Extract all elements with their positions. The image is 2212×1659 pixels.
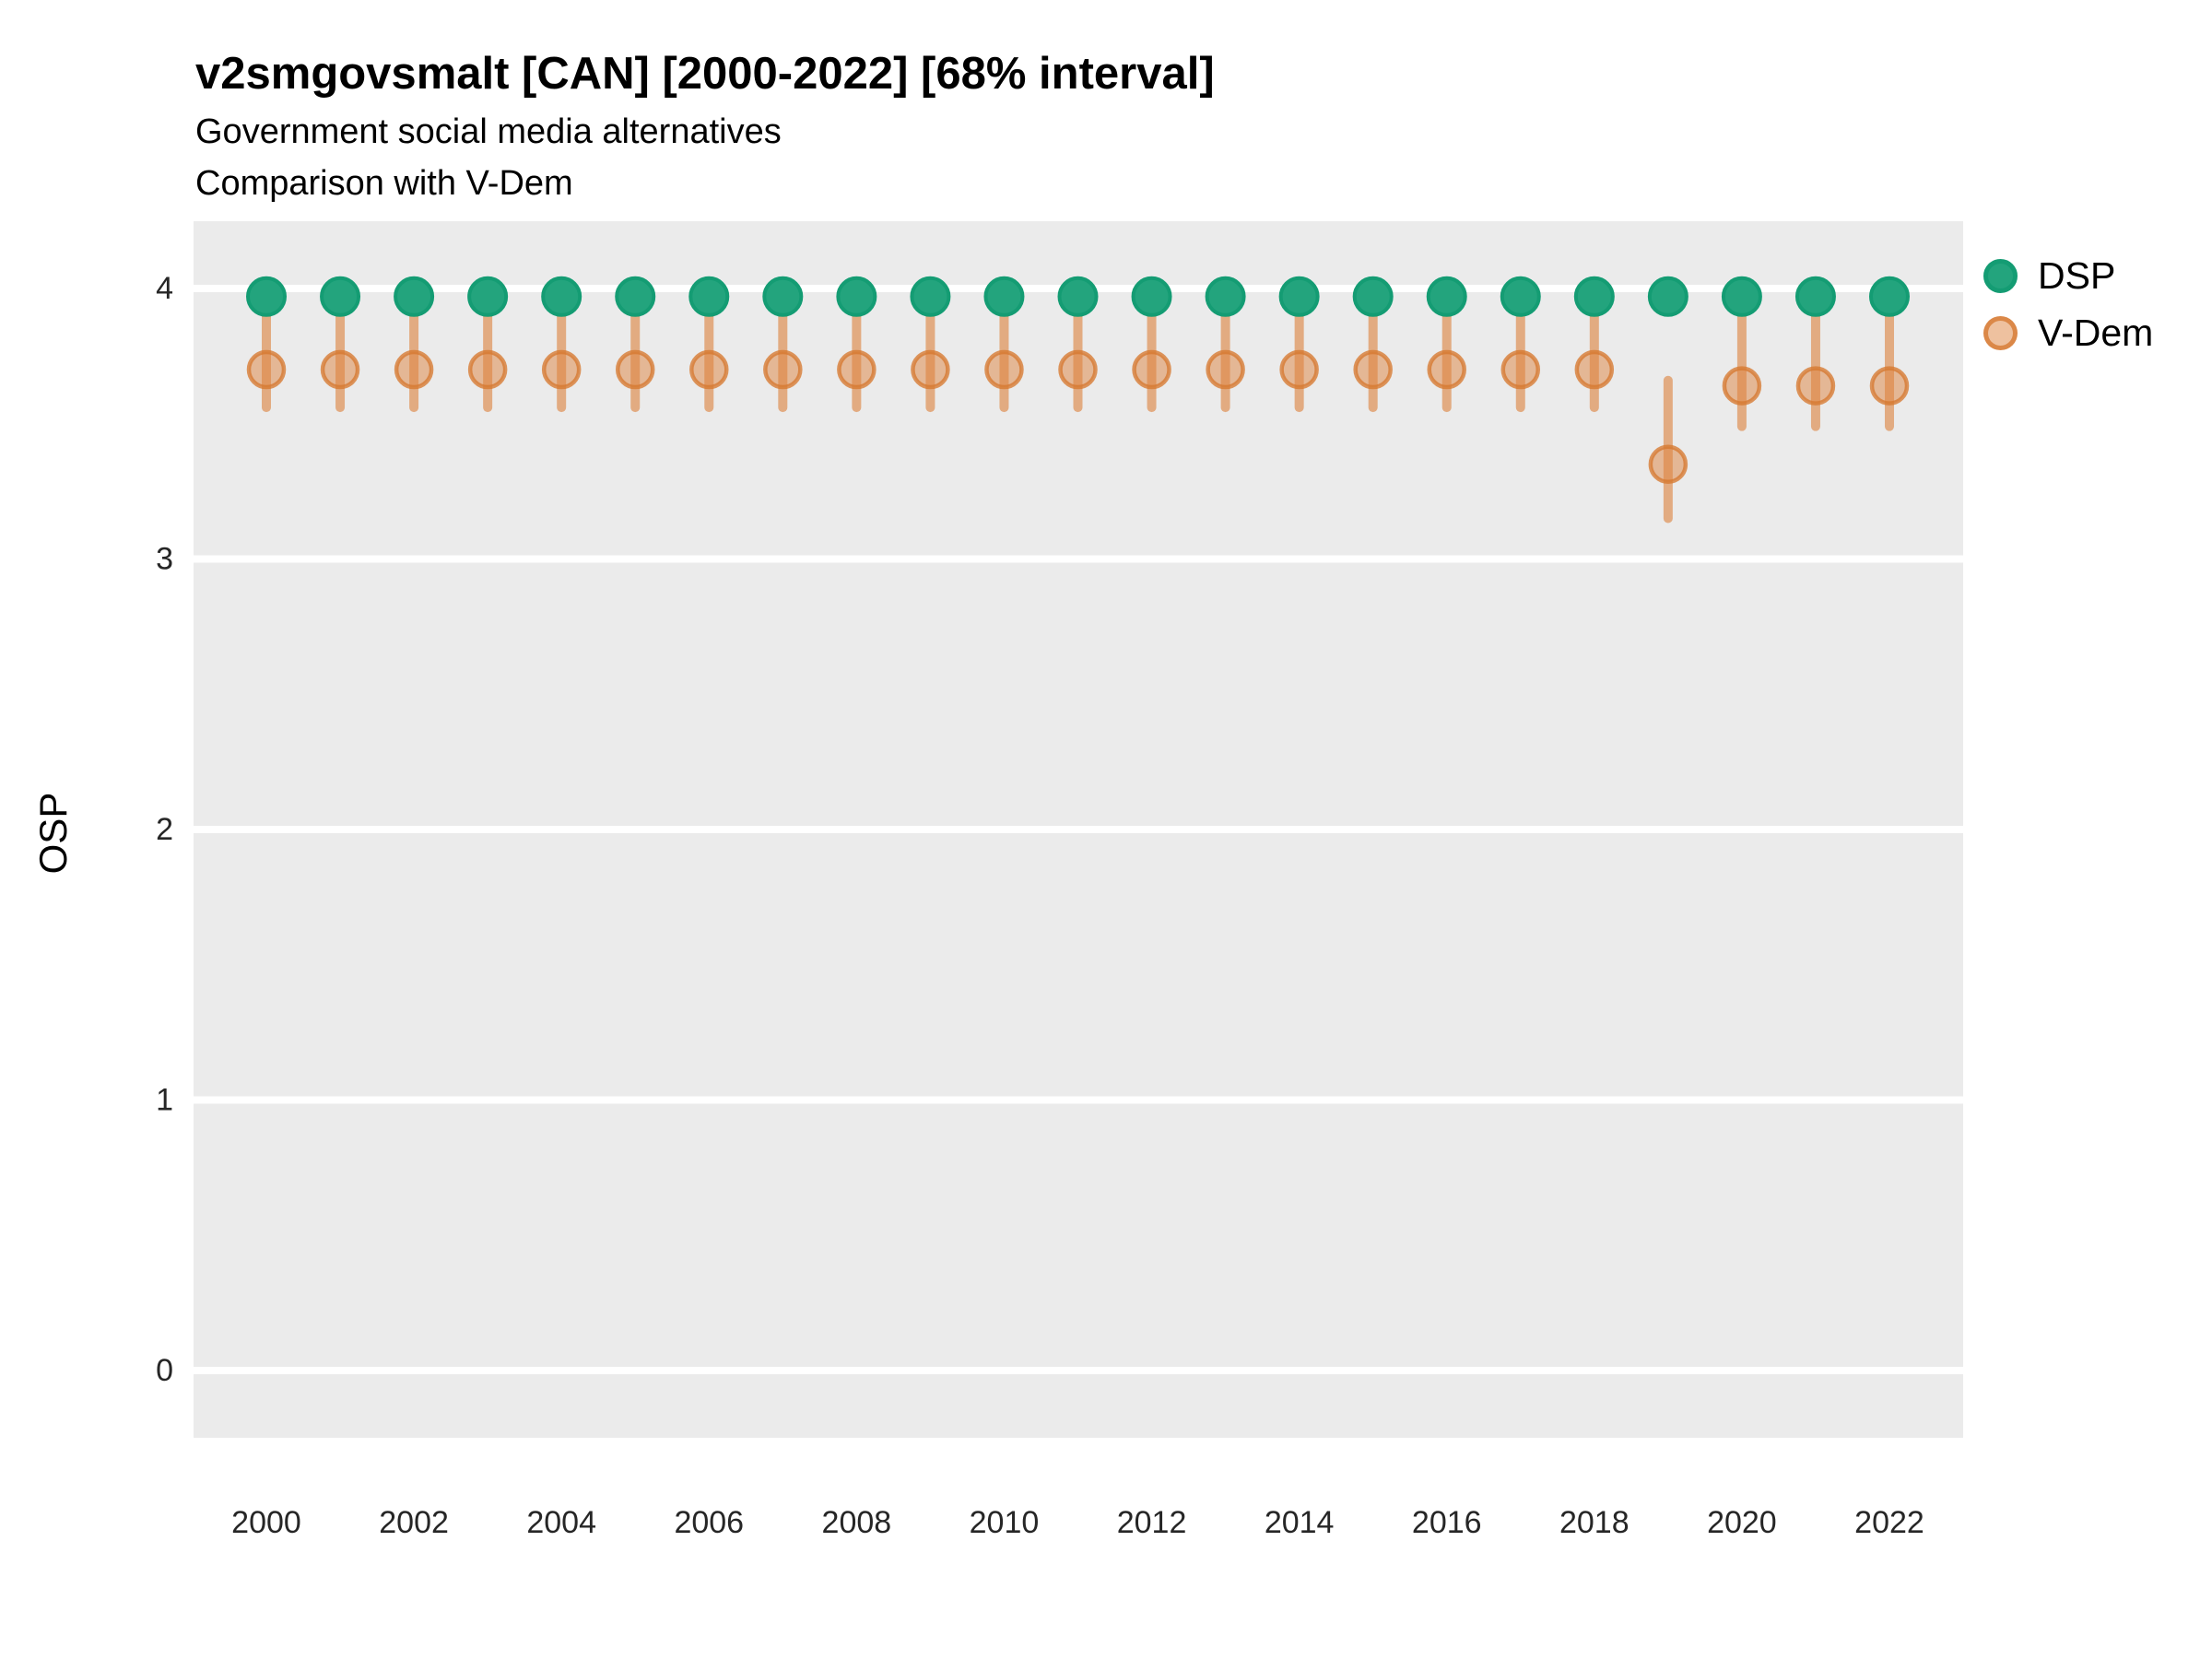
vdem-point bbox=[246, 349, 287, 390]
vdem-point bbox=[1722, 366, 1762, 406]
dsp-point bbox=[762, 276, 804, 317]
x-tick-label: 2022 bbox=[1854, 1505, 1924, 1540]
dsp-point bbox=[615, 276, 656, 317]
y-tick-label: 2 bbox=[156, 812, 173, 847]
dsp-point bbox=[1647, 276, 1688, 317]
chart-subtitle: Government social media alternatives bbox=[195, 112, 782, 151]
dsp-point bbox=[1131, 276, 1172, 317]
x-tick-label: 2006 bbox=[674, 1505, 744, 1540]
dsp-point bbox=[1794, 276, 1836, 317]
dsp-point bbox=[246, 276, 287, 317]
y-tick-label: 4 bbox=[156, 271, 173, 306]
x-tick-label: 2018 bbox=[1559, 1505, 1630, 1540]
dsp-point bbox=[1426, 276, 1467, 317]
x-tick-label: 2020 bbox=[1707, 1505, 1777, 1540]
dsp-point bbox=[394, 276, 435, 317]
vdem-point bbox=[984, 349, 1024, 390]
vdem-point bbox=[1427, 349, 1466, 390]
dsp-point bbox=[983, 276, 1025, 317]
x-tick-label: 2014 bbox=[1265, 1505, 1335, 1540]
vdem-point bbox=[837, 349, 877, 390]
dsp-point bbox=[836, 276, 877, 317]
vdem-point bbox=[1132, 349, 1171, 390]
dsp-point bbox=[1500, 276, 1541, 317]
vdem-point bbox=[1795, 366, 1836, 406]
dsp-point bbox=[1352, 276, 1394, 317]
vdem-point bbox=[1353, 349, 1393, 390]
dsp-point bbox=[1573, 276, 1615, 317]
x-tick-label: 2008 bbox=[822, 1505, 892, 1540]
x-tick-label: 2016 bbox=[1412, 1505, 1482, 1540]
x-tick-label: 2010 bbox=[970, 1505, 1040, 1540]
dsp-point bbox=[320, 276, 361, 317]
vdem-point bbox=[394, 349, 434, 390]
gridline bbox=[194, 1096, 1963, 1104]
legend-label-dsp: DSP bbox=[2038, 253, 2116, 297]
legend-item-vdem: V-Dem bbox=[1983, 304, 2153, 361]
x-tick-label: 2002 bbox=[379, 1505, 449, 1540]
chart-subtitle-2: Comparison with V-Dem bbox=[195, 164, 573, 203]
dsp-legend-dot-icon bbox=[1983, 258, 2018, 293]
dsp-point bbox=[1205, 276, 1246, 317]
vdem-point bbox=[1058, 349, 1098, 390]
vdem-point bbox=[1500, 349, 1541, 390]
x-tick-label: 2012 bbox=[1117, 1505, 1187, 1540]
gridline bbox=[194, 826, 1963, 833]
dsp-point bbox=[467, 276, 509, 317]
dsp-point bbox=[688, 276, 730, 317]
vdem-point bbox=[1648, 444, 1688, 485]
vdem-point bbox=[1206, 349, 1245, 390]
x-tick-label: 2000 bbox=[231, 1505, 301, 1540]
legend: DSP V-Dem bbox=[1983, 247, 2153, 361]
vdem-point bbox=[320, 349, 360, 390]
y-tick-label: 3 bbox=[156, 542, 173, 577]
y-tick-label: 1 bbox=[156, 1083, 173, 1118]
dsp-point bbox=[541, 276, 582, 317]
dsp-point bbox=[1278, 276, 1320, 317]
gridline bbox=[194, 1367, 1963, 1374]
dsp-point bbox=[1721, 276, 1762, 317]
chart-title: v2smgovsmalt [CAN] [2000-2022] [68% inte… bbox=[195, 49, 1215, 99]
y-tick-label: 0 bbox=[156, 1353, 173, 1388]
vdem-point bbox=[541, 349, 582, 390]
dsp-point bbox=[910, 276, 951, 317]
legend-label-vdem: V-Dem bbox=[2038, 311, 2154, 354]
vdem-point bbox=[615, 349, 655, 390]
gridline bbox=[194, 555, 1963, 563]
x-tick-label: 2004 bbox=[526, 1505, 596, 1540]
vdem-point bbox=[763, 349, 803, 390]
legend-item-dsp: DSP bbox=[1983, 247, 2153, 304]
vdem-point bbox=[911, 349, 950, 390]
dsp-point bbox=[1057, 276, 1099, 317]
vdem-point bbox=[1574, 349, 1615, 390]
vdem-legend-dot-icon bbox=[1983, 315, 2018, 350]
vdem-point bbox=[467, 349, 508, 390]
vdem-point bbox=[689, 349, 729, 390]
dsp-point bbox=[1869, 276, 1910, 317]
vdem-point bbox=[1869, 366, 1910, 406]
vdem-point bbox=[1279, 349, 1319, 390]
